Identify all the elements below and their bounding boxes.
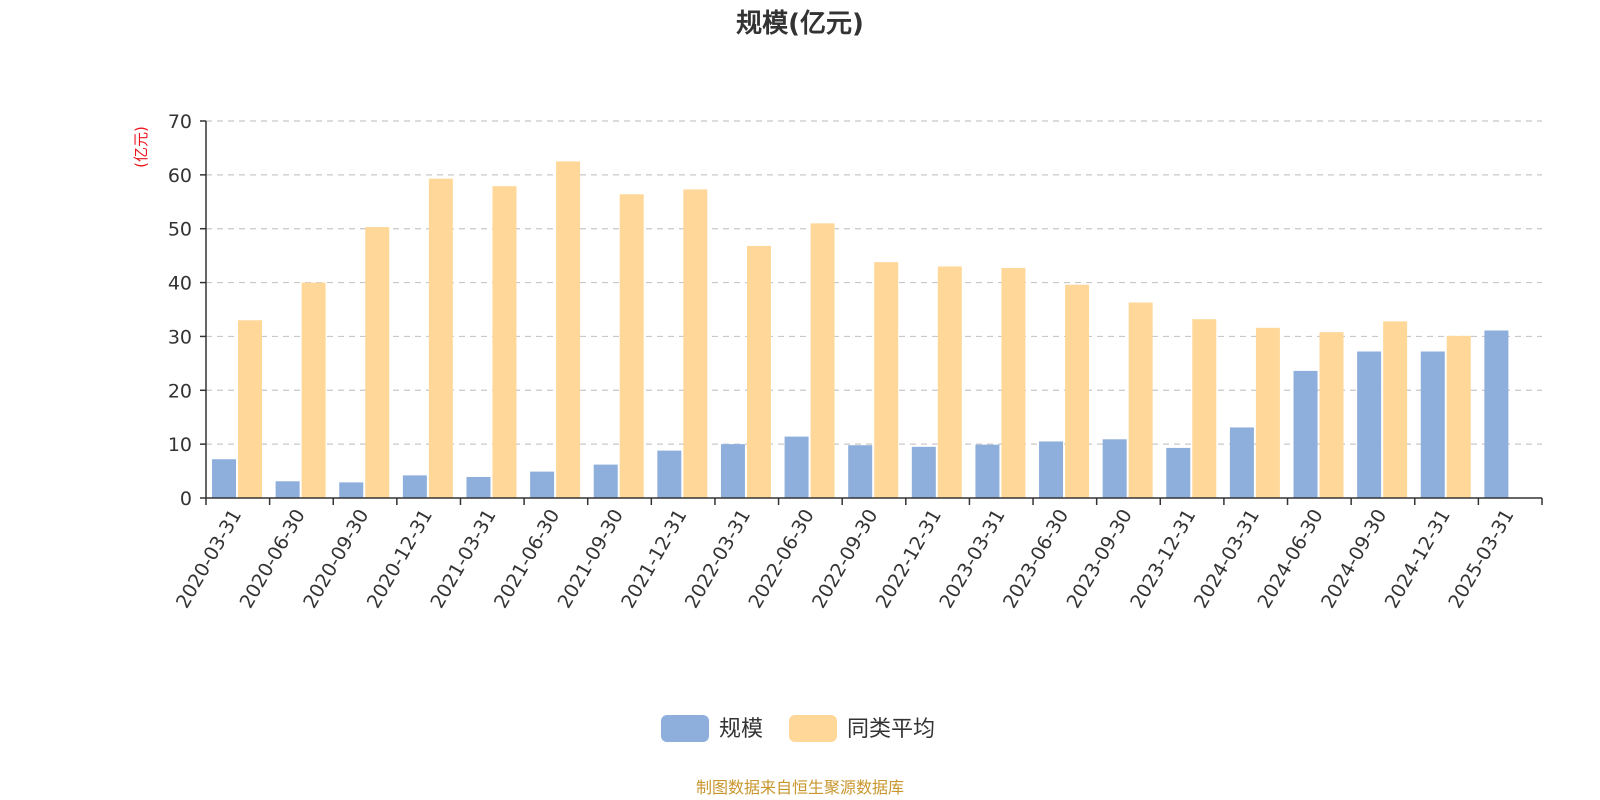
y-axis-ticks: 0 10 20 30 40 50 60 70 — [168, 111, 206, 510]
x-tick-label: 2021-03-31 — [426, 506, 500, 613]
axes — [205, 121, 1542, 499]
bar-scale — [530, 471, 555, 498]
x-tick-label: 2023-12-31 — [1126, 506, 1200, 613]
bar-scale — [1166, 447, 1191, 498]
x-tick-label: 2022-09-30 — [808, 506, 882, 613]
x-tick-label: 2024-06-30 — [1253, 506, 1327, 613]
legend-swatch-scale — [661, 715, 709, 742]
legend-label-peer-average: 同类平均 — [847, 717, 935, 742]
y-tick-label: 40 — [168, 273, 192, 295]
bar-peer-average — [556, 161, 581, 498]
source-note: 制图数据来自恒生聚源数据库 — [696, 778, 904, 797]
x-tick-label: 2023-06-30 — [999, 506, 1073, 613]
legend-label-scale: 规模 — [719, 717, 763, 742]
bar-peer-average — [683, 189, 708, 499]
y-tick-label: 60 — [168, 165, 192, 187]
bar-scale — [1039, 441, 1064, 498]
bar-scale — [466, 476, 491, 498]
bar-peer-average — [1383, 321, 1408, 498]
bar-peer-average — [238, 320, 262, 498]
x-tick-label: 2022-06-30 — [744, 506, 818, 613]
bar-peer-average — [1001, 268, 1026, 498]
y-tick-label: 20 — [168, 380, 192, 402]
bar-scale — [1293, 370, 1318, 498]
bar-peer-average — [746, 245, 771, 498]
bar-scale — [1420, 351, 1445, 498]
x-tick-label: 2024-03-31 — [1190, 506, 1264, 613]
bar-scale — [911, 446, 936, 498]
bar-peer-average — [365, 227, 390, 498]
bar-scale — [784, 436, 809, 498]
bar-peer-average — [1128, 302, 1153, 498]
bar-scale — [657, 450, 682, 498]
bar-peer-average — [1192, 319, 1217, 498]
y-tick-label: 10 — [168, 434, 192, 456]
x-tick-label: 2021-06-30 — [490, 506, 564, 613]
legend-swatch-peer-average — [789, 715, 837, 742]
x-tick-label: 2025-03-31 — [1444, 506, 1518, 613]
bar-scale — [1229, 427, 1254, 498]
gridlines — [206, 120, 1542, 445]
bar-peer-average — [1446, 335, 1471, 498]
x-tick-label: 2022-03-31 — [681, 506, 755, 613]
x-tick-label: 2020-12-31 — [363, 505, 437, 612]
y-axis-unit-label: (亿元) — [132, 126, 150, 168]
y-tick-label: 50 — [168, 219, 192, 241]
bar-scale — [402, 475, 427, 498]
bar-scale — [275, 481, 300, 498]
x-tick-label: 2024-09-30 — [1317, 506, 1391, 613]
chart-title: 规模(亿元) — [736, 9, 864, 39]
bar-peer-average — [937, 266, 962, 498]
bars — [212, 161, 1509, 499]
x-tick-label: 2023-09-30 — [1063, 506, 1137, 613]
bar-scale — [975, 444, 1000, 498]
bar-scale — [593, 464, 618, 498]
bar-peer-average — [619, 194, 644, 498]
bar-peer-average — [428, 178, 453, 498]
x-tick-label: 2022-12-31 — [872, 506, 946, 613]
bar-peer-average — [1319, 332, 1344, 498]
x-tick-label: 2021-12-31 — [617, 506, 691, 613]
bar-scale — [1357, 351, 1382, 498]
y-tick-label: 70 — [168, 111, 192, 133]
bar-scale — [720, 444, 745, 498]
bar-peer-average — [810, 223, 835, 499]
bar-peer-average — [492, 186, 517, 498]
y-tick-label: 30 — [168, 326, 192, 348]
bar-scale — [848, 445, 873, 498]
legend: 规模 同类平均 — [661, 715, 935, 742]
x-tick-label: 2021-09-30 — [554, 506, 628, 613]
x-tick-label: 2024-12-31 — [1381, 506, 1455, 613]
x-tick-label: 2023-03-31 — [935, 505, 1009, 612]
bar-scale — [212, 459, 236, 498]
bar-scale — [1102, 439, 1127, 498]
x-axis-ticks: 2020-03-312020-06-302020-09-302020-12-31… — [172, 498, 1543, 613]
y-tick-label: 0 — [180, 488, 192, 510]
x-tick-label: 2020-09-30 — [299, 506, 373, 613]
x-tick-label: 2020-06-30 — [235, 506, 309, 613]
bar-scale — [1484, 330, 1509, 498]
x-tick-label: 2020-03-31 — [172, 506, 246, 613]
bar-peer-average — [874, 262, 899, 498]
bar-peer-average — [1255, 327, 1280, 498]
bar-peer-average — [301, 282, 326, 498]
bar-peer-average — [1065, 284, 1090, 498]
bar-scale — [339, 482, 364, 498]
